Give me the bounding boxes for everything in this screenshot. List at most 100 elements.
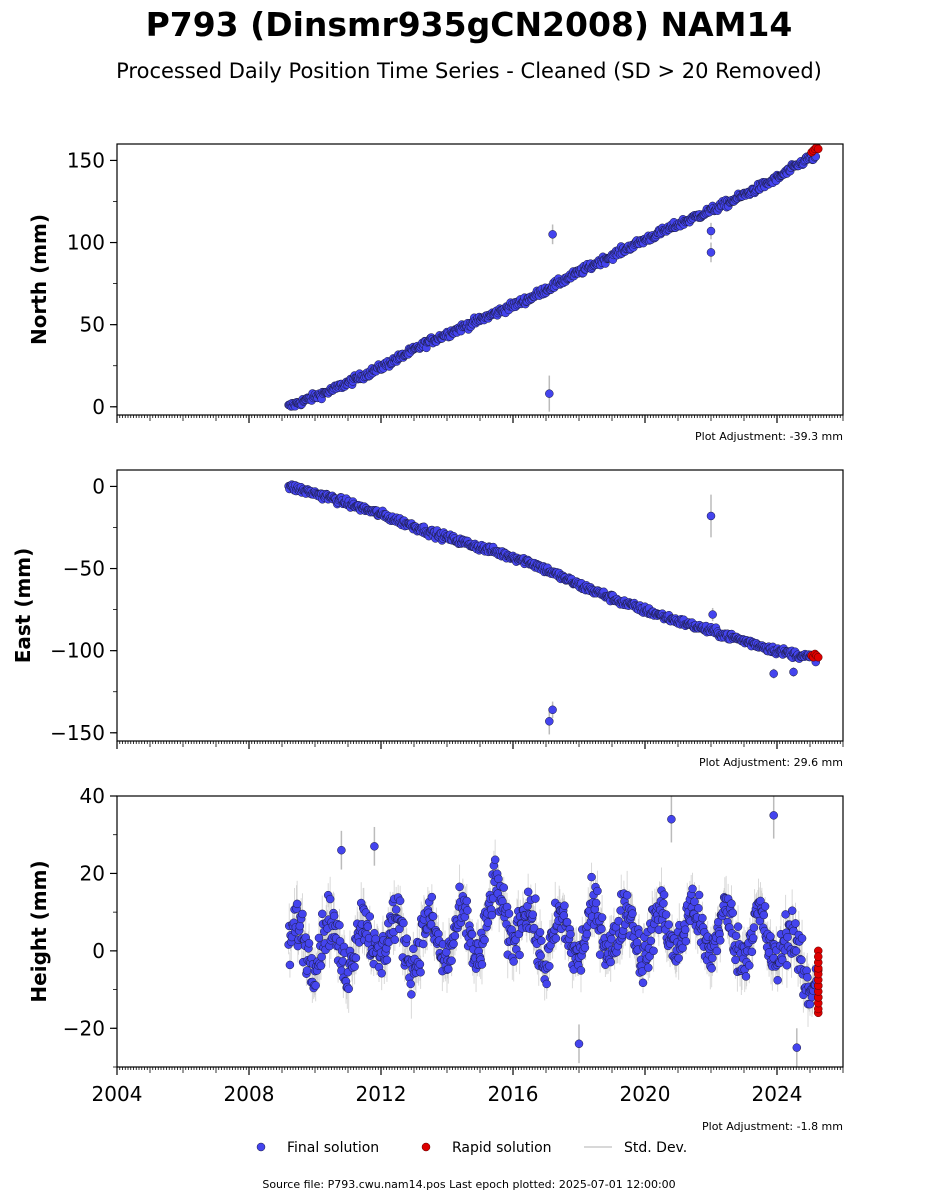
outlier-point bbox=[769, 669, 778, 678]
y-tick-label: −100 bbox=[50, 639, 105, 663]
final-solution-point bbox=[428, 912, 438, 921]
y-axis-label: North (mm) bbox=[27, 214, 51, 345]
final-solution-point bbox=[292, 899, 302, 909]
final-solution-point bbox=[727, 899, 736, 908]
chart-title: P793 (Dinsmr935gCN2008) NAM14 bbox=[146, 5, 793, 44]
outlier-point bbox=[792, 1043, 802, 1052]
y-tick-label: 50 bbox=[80, 313, 105, 337]
y-tick-label: 0 bbox=[92, 395, 105, 419]
final-solution-point bbox=[597, 913, 607, 922]
final-solution-point bbox=[728, 908, 738, 918]
final-solution-point bbox=[576, 966, 586, 975]
final-solution-point bbox=[504, 909, 514, 918]
final-solution-point bbox=[377, 969, 386, 978]
outlier-point bbox=[706, 248, 716, 257]
outlier-point bbox=[574, 1039, 584, 1049]
y-tick-label: 100 bbox=[67, 231, 105, 255]
final-solution-point bbox=[674, 954, 683, 963]
final-solution-point bbox=[747, 947, 757, 957]
final-solution-point bbox=[535, 928, 545, 937]
final-solution-point bbox=[787, 906, 797, 915]
final-solution-point bbox=[661, 910, 671, 919]
final-solution-point bbox=[304, 939, 314, 948]
final-solution-point bbox=[487, 910, 497, 920]
final-solution-point bbox=[528, 910, 538, 919]
outlier-point bbox=[708, 610, 717, 619]
rapid-solution-point bbox=[814, 652, 823, 662]
final-solution-point bbox=[477, 960, 487, 969]
final-solution-point bbox=[542, 979, 551, 989]
final-solution-point bbox=[449, 939, 458, 949]
plot-frame bbox=[116, 469, 844, 742]
final-solution-point bbox=[698, 913, 707, 923]
final-solution-point bbox=[791, 946, 801, 956]
final-solution-point bbox=[395, 896, 405, 906]
final-solution-point bbox=[551, 934, 561, 943]
final-solution-point bbox=[391, 905, 401, 914]
final-solution-point bbox=[759, 910, 769, 920]
final-solution-point bbox=[325, 894, 335, 904]
final-solution-point bbox=[715, 936, 725, 945]
final-solution-point bbox=[399, 918, 408, 928]
north-panel: 0 50 100 150 North (mm) bbox=[27, 143, 844, 423]
final-solution-point bbox=[531, 894, 540, 903]
plot-area bbox=[284, 144, 823, 412]
final-solution-point bbox=[707, 964, 716, 973]
rapid-solution-point bbox=[814, 144, 823, 154]
final-solution-point bbox=[382, 955, 392, 965]
final-solution-point bbox=[749, 923, 759, 932]
final-solution-point bbox=[302, 966, 312, 975]
final-solution-point bbox=[638, 978, 648, 988]
final-solution-point bbox=[536, 951, 545, 961]
final-solution-point bbox=[462, 896, 472, 906]
final-solution-point bbox=[632, 938, 642, 947]
outlier-point bbox=[706, 226, 716, 236]
final-solution-point bbox=[329, 911, 339, 921]
y-tick-label: −50 bbox=[63, 557, 105, 581]
final-solution-point bbox=[566, 929, 575, 939]
final-solution-point bbox=[409, 944, 418, 954]
final-solution-point bbox=[390, 935, 400, 944]
final-solution-point bbox=[499, 883, 509, 892]
final-solution-point bbox=[748, 933, 758, 943]
final-solution-point bbox=[529, 923, 539, 933]
final-solution-point bbox=[365, 912, 375, 921]
final-solution-point bbox=[515, 950, 524, 960]
final-solution-point bbox=[741, 972, 751, 981]
final-solution-point bbox=[426, 920, 436, 929]
final-solution-point bbox=[597, 924, 606, 934]
final-solution-point bbox=[745, 961, 754, 970]
final-solution-point bbox=[760, 902, 770, 911]
final-solution-point bbox=[593, 886, 602, 896]
final-solution-point bbox=[415, 959, 425, 969]
final-solution-point bbox=[797, 955, 806, 965]
final-solution-point bbox=[406, 979, 415, 989]
final-solution-point bbox=[582, 929, 592, 939]
final-solution-point bbox=[733, 922, 743, 931]
final-solution-point bbox=[494, 874, 503, 884]
outlier-point bbox=[706, 511, 716, 521]
final-solution-point bbox=[407, 990, 416, 999]
outlier-point bbox=[370, 842, 379, 851]
final-solution-point bbox=[778, 955, 787, 965]
final-solution-point bbox=[755, 916, 765, 926]
final-solution-point bbox=[694, 903, 703, 913]
plot-area bbox=[284, 480, 823, 735]
outlier-point bbox=[548, 705, 557, 715]
outlier-point bbox=[545, 389, 554, 398]
final-solution-point bbox=[427, 892, 437, 902]
final-solution-point bbox=[659, 890, 669, 900]
final-solution-point bbox=[681, 925, 690, 935]
final-solution-point bbox=[587, 872, 596, 882]
final-solution-point bbox=[783, 932, 792, 942]
final-solution-point bbox=[712, 946, 722, 956]
outlier-point bbox=[337, 845, 346, 855]
final-solution-point bbox=[562, 917, 572, 927]
outlier-point bbox=[548, 230, 557, 239]
final-solution-point bbox=[690, 897, 699, 906]
final-solution-point bbox=[316, 961, 326, 970]
final-solution-point bbox=[560, 901, 569, 910]
final-solution-point bbox=[803, 973, 812, 982]
final-solution-point bbox=[607, 934, 616, 944]
